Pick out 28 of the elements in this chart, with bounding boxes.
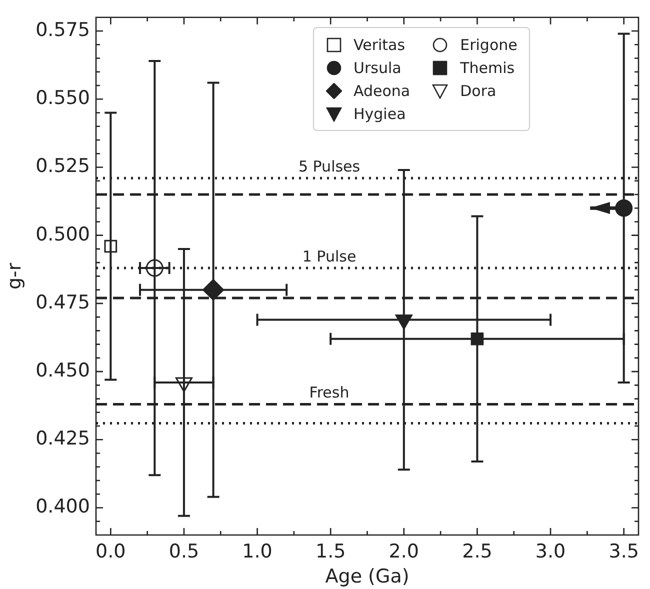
x-axis-title: Age (Ga) [325, 566, 410, 588]
x-tick-label: 3.0 [535, 540, 566, 562]
ref-line-label: 5 Pulses [298, 158, 360, 176]
ref-line-label: 1 Pulse [302, 247, 356, 266]
x-tick-label: 1.0 [242, 540, 272, 562]
x-tick-label: 2.5 [462, 540, 492, 562]
y-axis-title: g-r [3, 262, 26, 290]
legend-label: Ursula [354, 58, 402, 77]
x-tick-label: 0.0 [96, 540, 126, 562]
legend-label: Dora [460, 82, 496, 100]
y-tick-label: 0.525 [36, 155, 90, 178]
x-tick-label: 3.5 [608, 540, 639, 562]
x-tick-label: 0.5 [168, 540, 200, 562]
y-tick-label: 0.500 [36, 223, 90, 246]
legend-label: Adeona [354, 82, 410, 100]
y-tick-label: 0.450 [36, 359, 90, 382]
legend-label: Hygiea [354, 104, 406, 123]
legend-label: Veritas [354, 36, 406, 54]
x-tick-label: 1.5 [315, 540, 346, 562]
legend-label: Themis [460, 58, 515, 77]
legend-label: Erigone [460, 36, 518, 54]
y-tick-label: 0.400 [36, 496, 90, 518]
y-tick-label: 0.550 [36, 87, 90, 110]
y-tick-label: 0.425 [36, 428, 90, 450]
y-tick-label: 0.575 [36, 18, 90, 41]
ref-line-label: Fresh [309, 384, 350, 402]
x-tick-label: 2.0 [388, 540, 420, 562]
y-tick-label: 0.475 [36, 291, 90, 314]
